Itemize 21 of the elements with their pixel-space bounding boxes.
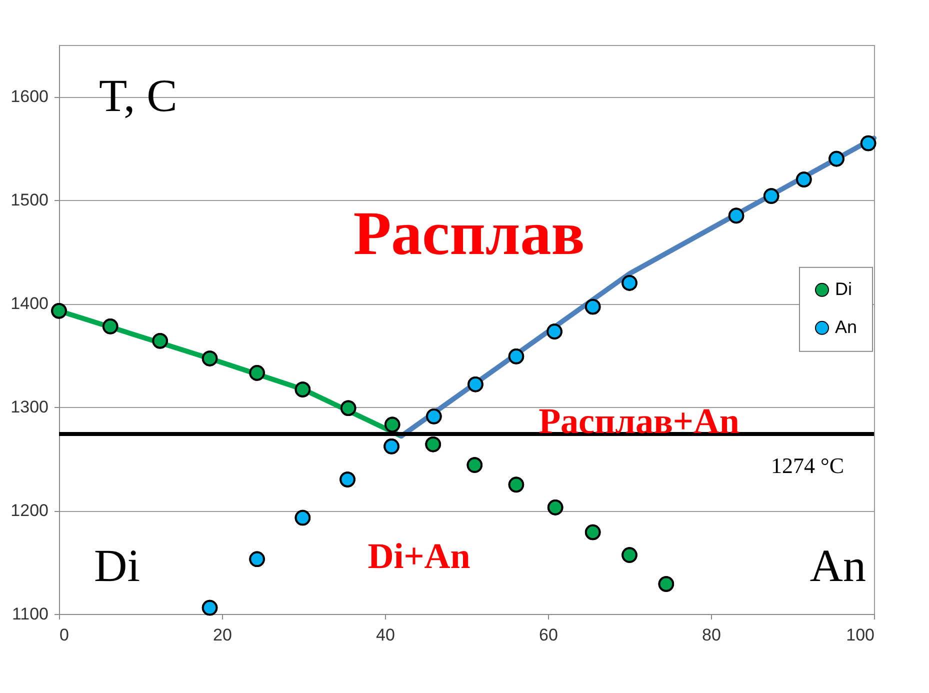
annotation: Расплав+An bbox=[538, 401, 740, 441]
y-tick-label: 1500 bbox=[10, 190, 48, 210]
y-tick-label: 1200 bbox=[10, 501, 48, 520]
y-tick-label: 1300 bbox=[10, 398, 48, 417]
x-tick-label: 0 bbox=[60, 626, 69, 644]
annotation: Di+An bbox=[368, 536, 470, 576]
annotation: An bbox=[810, 540, 866, 591]
legend-label: An bbox=[835, 316, 858, 337]
annotation: Расплав bbox=[353, 200, 585, 268]
legend-label: Di bbox=[835, 278, 852, 299]
x-tick-label: 20 bbox=[213, 626, 232, 644]
ref-line-label: 1274 °C bbox=[771, 452, 844, 478]
x-tick-label: 100 bbox=[846, 626, 874, 644]
x-tick-label: 40 bbox=[376, 626, 395, 644]
annotation: Di bbox=[94, 540, 140, 591]
y-tick-label: 1400 bbox=[10, 294, 48, 314]
y-tick-label: 1100 bbox=[12, 604, 48, 624]
x-tick-label: 80 bbox=[702, 626, 721, 644]
y-tick-label: 1600 bbox=[10, 87, 48, 106]
x-tick-label: 60 bbox=[539, 626, 558, 644]
annotation: T, C bbox=[99, 70, 178, 121]
